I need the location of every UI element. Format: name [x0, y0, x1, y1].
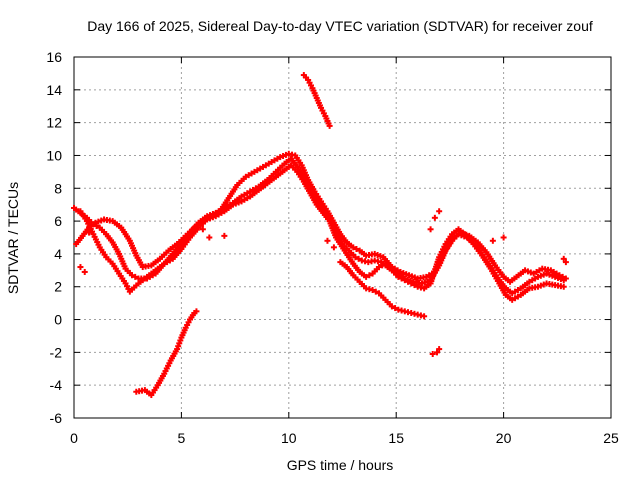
data-point: [436, 346, 443, 353]
data-point: [427, 226, 434, 233]
x-tick-label: 10: [281, 430, 297, 446]
data-point: [206, 234, 213, 241]
x-tick-label: 15: [388, 430, 404, 446]
data-point: [221, 232, 228, 239]
data-point: [500, 234, 507, 241]
x-tick-label: 5: [178, 430, 186, 446]
y-tick-label: -6: [50, 410, 63, 426]
y-tick-label: 14: [46, 82, 62, 98]
y-tick-label: 6: [54, 213, 62, 229]
data-point: [199, 226, 206, 233]
data-point: [401, 277, 408, 284]
y-tick-label: -4: [50, 377, 63, 393]
x-tick-label: 25: [603, 430, 619, 446]
data-point: [434, 349, 441, 356]
data-point: [86, 229, 93, 236]
series-track_g: [77, 208, 569, 358]
data-point: [429, 351, 436, 358]
data-point: [562, 259, 569, 266]
plot-frame: [73, 56, 612, 419]
y-tick-label: 2: [54, 279, 62, 295]
data-point: [431, 214, 438, 221]
series-track_b: [73, 150, 569, 285]
y-tick-label: -2: [50, 344, 63, 360]
y-tick-label: 10: [46, 147, 62, 163]
series-track_c: [77, 162, 567, 303]
x-tick-label: 20: [496, 430, 512, 446]
chart-title: Day 166 of 2025, Sidereal Day-to-day VTE…: [87, 18, 593, 34]
series-track_f: [300, 72, 333, 129]
data-point: [330, 244, 337, 251]
x-tick-label: 0: [70, 430, 78, 446]
data-points: [71, 72, 569, 399]
data-point: [341, 262, 348, 269]
y-tick-label: 8: [54, 180, 62, 196]
x-axis-label: GPS time / hours: [287, 457, 394, 473]
data-point: [560, 255, 567, 262]
data-point: [408, 280, 415, 287]
axis-ticks: 0 5 10 15 20 25 -6 -4 -2 0 2 4 6 8 10 12 14 16: [46, 49, 619, 446]
y-tick-label: 16: [46, 49, 62, 65]
data-point: [436, 208, 443, 215]
y-tick-label: 4: [54, 246, 62, 262]
data-point: [77, 264, 84, 271]
data-point: [193, 308, 200, 315]
series-track_e: [133, 308, 200, 399]
y-axis-label: SDTVAR / TECUs: [5, 182, 21, 294]
data-point: [324, 237, 331, 244]
y-tick-label: 0: [54, 312, 62, 328]
data-point: [489, 237, 496, 244]
data-point: [81, 268, 88, 275]
y-tick-label: 12: [46, 115, 62, 131]
data-point: [562, 275, 569, 282]
